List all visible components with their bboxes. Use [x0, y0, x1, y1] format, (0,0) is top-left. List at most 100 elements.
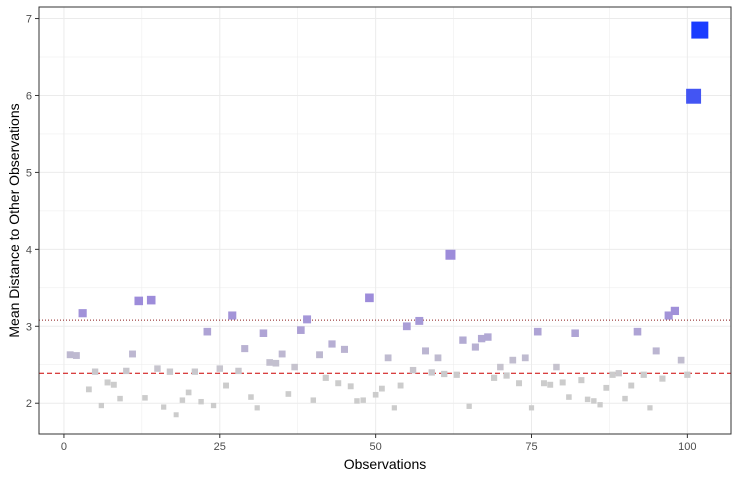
data-point [578, 377, 585, 384]
data-point [397, 382, 404, 389]
data-point [571, 329, 579, 337]
data-point [129, 350, 136, 358]
data-point [365, 293, 374, 303]
data-point [553, 363, 560, 371]
data-point [471, 343, 479, 351]
data-point [254, 405, 260, 411]
data-point [459, 336, 467, 344]
data-point [415, 316, 424, 325]
x-axis-title: Observations [344, 456, 426, 472]
data-point [633, 327, 642, 336]
data-point [66, 351, 74, 359]
data-point [402, 322, 411, 331]
data-point [210, 402, 217, 409]
data-point [360, 397, 366, 403]
data-point [428, 369, 435, 376]
data-point [372, 391, 379, 398]
data-point [72, 352, 80, 359]
data-point [453, 371, 460, 378]
data-point [503, 372, 510, 379]
data-point [117, 395, 123, 402]
data-point [628, 382, 635, 389]
data-point [659, 375, 666, 382]
data-point [528, 405, 535, 411]
data-point [85, 386, 92, 393]
data-point [322, 374, 329, 381]
data-point [378, 385, 385, 392]
data-point [203, 327, 212, 336]
data-point [559, 379, 566, 386]
y-tick-label: 2 [26, 398, 32, 410]
data-point [484, 333, 492, 341]
data-point [584, 396, 591, 403]
x-tick-label: 50 [370, 441, 382, 453]
data-point [684, 371, 691, 378]
data-point [297, 326, 305, 334]
data-point [445, 249, 456, 260]
data-point [198, 398, 204, 405]
data-point [441, 370, 448, 378]
data-point [316, 351, 323, 359]
data-point [278, 350, 286, 358]
data-point [78, 309, 87, 318]
x-tick-label: 25 [214, 441, 226, 453]
data-point [691, 21, 709, 39]
data-point [146, 295, 156, 305]
data-point [566, 394, 572, 400]
data-point [391, 405, 397, 411]
x-tick-label: 0 [61, 441, 67, 453]
data-point [477, 334, 486, 343]
y-tick-label: 6 [26, 90, 32, 102]
y-tick-label: 4 [26, 244, 32, 256]
data-point [664, 311, 673, 320]
data-point [228, 311, 237, 320]
data-point [335, 380, 342, 387]
data-point [686, 88, 702, 104]
data-point [603, 384, 610, 391]
reference-lines [39, 319, 731, 374]
data-point [216, 365, 224, 372]
data-point [248, 394, 254, 400]
data-point [652, 347, 660, 355]
y-axis-title: Mean Distance to Other Observations [6, 103, 22, 337]
y-tick-label: 7 [26, 14, 32, 26]
data-point [179, 397, 186, 403]
data-point [173, 412, 179, 418]
data-point [91, 368, 99, 375]
data-point [622, 395, 628, 402]
data-point [98, 402, 104, 409]
data-point [354, 398, 360, 404]
axis-ticks: 0 25 50 75 100 2 3 4 5 6 7 [26, 14, 697, 453]
data-point [409, 366, 417, 374]
data-point [110, 381, 117, 388]
data-point [235, 367, 242, 375]
data-point [142, 395, 148, 401]
data-point [303, 315, 312, 324]
data-point [134, 296, 144, 306]
data-point [266, 359, 273, 366]
data-point [161, 404, 167, 410]
data-point [185, 389, 192, 396]
data-point [640, 371, 647, 378]
data-point [615, 370, 622, 377]
data-point [384, 354, 392, 362]
data-point [272, 359, 280, 367]
data-point [466, 403, 472, 409]
data-point [533, 327, 542, 336]
data-point [670, 306, 680, 316]
data-point [497, 363, 504, 371]
data-point [547, 381, 554, 388]
grid-lines [39, 7, 731, 434]
y-tick-label: 3 [26, 321, 32, 333]
data-point [647, 405, 653, 411]
data-point [347, 383, 354, 390]
data-point [540, 380, 547, 387]
data-point [310, 397, 317, 403]
data-point [509, 356, 517, 364]
data-point [609, 371, 616, 378]
x-tick-label: 100 [678, 441, 696, 453]
data-point [422, 347, 430, 355]
data-point [104, 379, 111, 386]
data-point [491, 374, 498, 381]
